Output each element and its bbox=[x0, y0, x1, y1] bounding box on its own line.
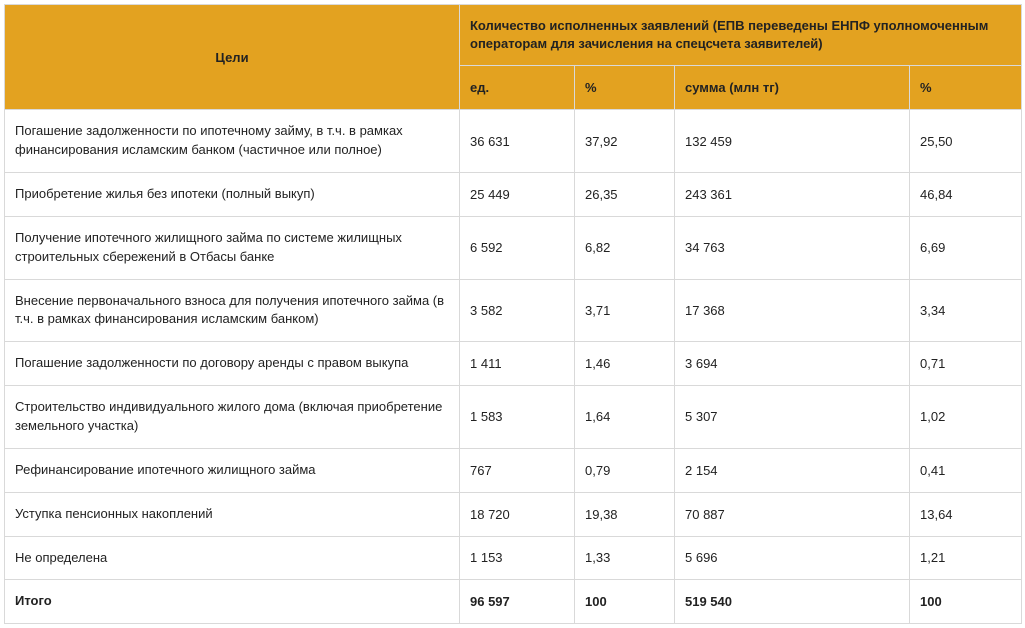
row-label: Погашение задолженности по ипотечному за… bbox=[5, 110, 460, 173]
cell-sum: 17 368 bbox=[675, 279, 910, 342]
header-units: ед. bbox=[460, 66, 575, 110]
total-pct1: 100 bbox=[575, 580, 675, 624]
cell-units: 3 582 bbox=[460, 279, 575, 342]
cell-sum: 2 154 bbox=[675, 448, 910, 492]
row-label: Строительство индивидуального жилого дом… bbox=[5, 386, 460, 449]
table-row: Получение ипотечного жилищного займа по … bbox=[5, 216, 1022, 279]
row-label: Получение ипотечного жилищного займа по … bbox=[5, 216, 460, 279]
cell-pct2: 3,34 bbox=[910, 279, 1022, 342]
cell-sum: 70 887 bbox=[675, 492, 910, 536]
table-row: Погашение задолженности по договору арен… bbox=[5, 342, 1022, 386]
table-row: Уступка пенсионных накоплений18 72019,38… bbox=[5, 492, 1022, 536]
cell-pct2: 13,64 bbox=[910, 492, 1022, 536]
cell-sum: 34 763 bbox=[675, 216, 910, 279]
cell-pct2: 1,02 bbox=[910, 386, 1022, 449]
cell-pct1: 6,82 bbox=[575, 216, 675, 279]
total-units: 96 597 bbox=[460, 580, 575, 624]
table-row: Внесение первоначального взноса для полу… bbox=[5, 279, 1022, 342]
applications-table: Цели Количество исполненных заявлений (Е… bbox=[4, 4, 1022, 624]
row-label: Приобретение жилья без ипотеки (полный в… bbox=[5, 173, 460, 217]
cell-pct1: 1,64 bbox=[575, 386, 675, 449]
header-sum: сумма (млн тг) bbox=[675, 66, 910, 110]
header-group: Количество исполненных заявлений (ЕПВ пе… bbox=[460, 5, 1022, 66]
cell-pct1: 37,92 bbox=[575, 110, 675, 173]
cell-pct1: 19,38 bbox=[575, 492, 675, 536]
cell-pct2: 0,41 bbox=[910, 448, 1022, 492]
cell-units: 1 583 bbox=[460, 386, 575, 449]
total-pct2: 100 bbox=[910, 580, 1022, 624]
table-body: Погашение задолженности по ипотечному за… bbox=[5, 110, 1022, 624]
table-row: Строительство индивидуального жилого дом… bbox=[5, 386, 1022, 449]
cell-pct2: 6,69 bbox=[910, 216, 1022, 279]
cell-units: 767 bbox=[460, 448, 575, 492]
cell-pct2: 25,50 bbox=[910, 110, 1022, 173]
cell-units: 36 631 bbox=[460, 110, 575, 173]
cell-pct2: 1,21 bbox=[910, 536, 1022, 580]
table-row: Не определена1 1531,335 6961,21 bbox=[5, 536, 1022, 580]
cell-units: 18 720 bbox=[460, 492, 575, 536]
table-row: Приобретение жилья без ипотеки (полный в… bbox=[5, 173, 1022, 217]
row-label: Не определена bbox=[5, 536, 460, 580]
cell-pct2: 46,84 bbox=[910, 173, 1022, 217]
cell-sum: 5 696 bbox=[675, 536, 910, 580]
cell-pct2: 0,71 bbox=[910, 342, 1022, 386]
row-label: Уступка пенсионных накоплений bbox=[5, 492, 460, 536]
cell-sum: 243 361 bbox=[675, 173, 910, 217]
header-goals: Цели bbox=[5, 5, 460, 110]
total-sum: 519 540 bbox=[675, 580, 910, 624]
cell-sum: 132 459 bbox=[675, 110, 910, 173]
table-row: Погашение задолженности по ипотечному за… bbox=[5, 110, 1022, 173]
cell-pct1: 1,46 bbox=[575, 342, 675, 386]
cell-pct1: 26,35 bbox=[575, 173, 675, 217]
cell-units: 1 153 bbox=[460, 536, 575, 580]
row-label: Рефинансирование ипотечного жилищного за… bbox=[5, 448, 460, 492]
cell-units: 25 449 bbox=[460, 173, 575, 217]
total-row: Итого96 597100519 540100 bbox=[5, 580, 1022, 624]
row-label: Внесение первоначального взноса для полу… bbox=[5, 279, 460, 342]
cell-pct1: 1,33 bbox=[575, 536, 675, 580]
cell-pct1: 0,79 bbox=[575, 448, 675, 492]
cell-sum: 5 307 bbox=[675, 386, 910, 449]
header-pct2: % bbox=[910, 66, 1022, 110]
table-row: Рефинансирование ипотечного жилищного за… bbox=[5, 448, 1022, 492]
cell-units: 6 592 bbox=[460, 216, 575, 279]
row-label: Погашение задолженности по договору арен… bbox=[5, 342, 460, 386]
cell-pct1: 3,71 bbox=[575, 279, 675, 342]
total-label: Итого bbox=[5, 580, 460, 624]
table-header: Цели Количество исполненных заявлений (Е… bbox=[5, 5, 1022, 110]
cell-units: 1 411 bbox=[460, 342, 575, 386]
cell-sum: 3 694 bbox=[675, 342, 910, 386]
header-pct1: % bbox=[575, 66, 675, 110]
